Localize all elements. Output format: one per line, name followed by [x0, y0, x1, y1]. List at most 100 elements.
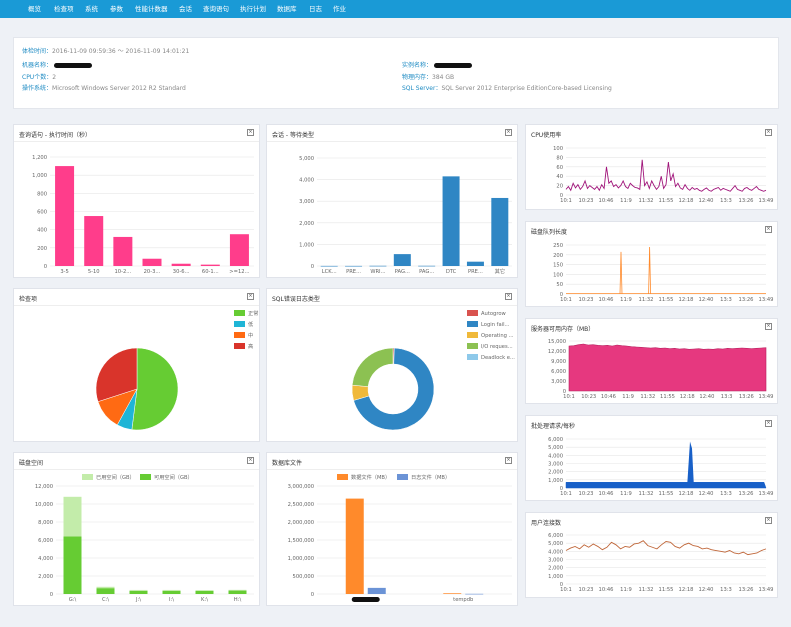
panel-title: 会话 - 等待类型: [272, 132, 314, 139]
nav-item[interactable]: 概览: [28, 5, 41, 13]
close-icon[interactable]: ×: [505, 129, 512, 136]
nav-item[interactable]: 参数: [110, 5, 123, 13]
chart-svg: 0 1,000 2,000 3,000 4,000 5,000 6,000 10:1 10:23…: [548, 437, 773, 497]
close-icon[interactable]: ×: [765, 420, 772, 427]
y-tick-label: 0: [50, 592, 53, 598]
y-tick-label: 200: [37, 246, 47, 252]
x-tick-label: PAG...: [395, 269, 411, 275]
memory-area: [568, 343, 767, 392]
legend-swatch: [234, 310, 245, 316]
legend-swatch: [467, 310, 478, 316]
x-tick-label: 12:18: [679, 587, 694, 593]
legend-swatch: [467, 321, 478, 327]
machine-name-row: 机器名称：: [22, 60, 93, 69]
bar: [345, 265, 363, 267]
bar-free-space: [228, 590, 247, 594]
close-icon[interactable]: ×: [765, 129, 772, 136]
legend-swatch: [467, 343, 478, 349]
legend-swatch: [234, 332, 245, 338]
x-tick-label: 11:55: [659, 491, 674, 497]
panel-title: SQL错误日志类型: [272, 296, 320, 303]
y-tick-label: 600: [37, 210, 47, 216]
panel-query-time: 查询语句 - 执行时间（秒） × 0 200 400 600 800 1,000 1,200 3…: [13, 124, 260, 278]
x-tick-label: J:\: [135, 597, 141, 603]
cpu-count-row: CPU个数：2: [22, 74, 57, 81]
divider: [14, 305, 259, 306]
y-tick-label: 9,000: [551, 359, 566, 365]
x-tick-label: PRE...: [346, 269, 361, 275]
y-tick-label: 1,200: [32, 155, 47, 161]
close-icon[interactable]: ×: [505, 457, 512, 464]
nav-item[interactable]: 系统: [85, 5, 98, 13]
x-tick-label: 20-3...: [144, 269, 161, 275]
bar-used-space: [228, 589, 247, 591]
x-tick-label: tempdb: [453, 597, 474, 603]
divider: [267, 469, 517, 470]
top-nav-bar: 概览 检查项 系统 参数 性能计数器 会话 查询语句 执行计划 数据库 日志 作业: [0, 0, 791, 18]
nav-item[interactable]: 会话: [179, 5, 192, 13]
sql-server-row: SQL Server：SQL Server 2012 Enterprise Ed…: [402, 85, 612, 92]
legend-swatch: [82, 474, 93, 480]
x-tick-label: 12:40: [699, 491, 714, 497]
x-tick-label: 13:3: [721, 394, 733, 400]
close-icon[interactable]: ×: [247, 293, 254, 300]
y-tick-label: 200: [553, 253, 563, 259]
chart-svg: 0 200 400 600 800 1,000 1,200 3-5 5-10 10-2... 20-…: [32, 155, 254, 275]
close-icon[interactable]: ×: [765, 226, 772, 233]
pie-slice: [95, 347, 138, 402]
y-tick-label: 5,000: [548, 541, 563, 547]
chart-svg: 0 20 40 60 80 100 10:1 10:23 10:46 11:9 11:32 11:55…: [553, 146, 773, 204]
x-tick-label: 11:32: [640, 394, 655, 400]
nav-item[interactable]: 日志: [309, 5, 322, 13]
nav-item[interactable]: 性能计数器: [135, 5, 168, 13]
legend-swatch: [140, 474, 151, 480]
nav-item[interactable]: 检查项: [54, 5, 74, 13]
x-tick-label: 3-5: [60, 269, 68, 275]
close-icon[interactable]: ×: [247, 457, 254, 464]
panel-title: 用户连接数: [531, 520, 562, 527]
x-tick-label: 10-2...: [114, 269, 131, 275]
close-icon[interactable]: ×: [765, 323, 772, 330]
close-icon[interactable]: ×: [505, 293, 512, 300]
x-tick-label: 12:18: [679, 297, 694, 303]
x-tick-label: 12:18: [679, 198, 694, 204]
y-tick-label: 0: [311, 592, 314, 598]
bar: [465, 593, 484, 595]
y-tick-label: 3,000: [551, 379, 566, 385]
x-tick-label: 12:18: [679, 491, 694, 497]
x-tick-label: 13:26: [739, 297, 754, 303]
y-tick-label: 800: [37, 191, 47, 197]
batch-spike: [687, 441, 694, 488]
y-tick-label: 1,000: [548, 574, 563, 580]
nav-item[interactable]: 执行计划: [240, 5, 266, 13]
y-tick-label: 2,000: [548, 470, 563, 476]
bar: [320, 265, 338, 267]
panel-user-connections: 用户连接数 × 0 1,000 2,000 3,000 4,000 5,000 6,000 10…: [525, 512, 778, 598]
x-tick-label: 13:26: [739, 491, 754, 497]
y-tick-label: 8,000: [38, 520, 53, 526]
panel-disk-queue: 磁盘队列长度 × 0 50 100 150 200 250 10:1 10:23 10:46 11:…: [525, 221, 778, 307]
x-tick-label: PAG...: [419, 269, 435, 275]
y-tick-label: 0: [560, 486, 563, 492]
close-icon[interactable]: ×: [765, 517, 772, 524]
x-tick-label: 13:3: [720, 491, 732, 497]
bar: [393, 254, 411, 266]
x-tick-label: 13:3: [720, 297, 732, 303]
nav-item[interactable]: 作业: [333, 5, 346, 13]
chart-svg: 0 3,000 6,000 9,000 12,000 15,000 10:1 10:23 10:…: [548, 339, 774, 400]
y-tick-label: 100: [553, 146, 563, 152]
pie-slice: [131, 347, 179, 431]
panel-disk-space: 磁盘空间 × 0 2,000 4,000 6,000 8,000 10,000 12,000 G…: [13, 452, 260, 606]
bar-used-space: [162, 589, 181, 591]
y-tick-label: 0: [44, 264, 47, 270]
panel-sql-errors: SQL错误日志类型 × Autogrow Login fail... Operatin…: [266, 288, 518, 442]
nav-item[interactable]: 数据库: [277, 5, 297, 13]
x-tick-label: 11:9: [620, 297, 632, 303]
nav-item[interactable]: 查询语句: [203, 5, 229, 13]
legend-label: 日志文件（MB）: [411, 473, 450, 481]
panel-title: 数据库文件: [272, 460, 303, 467]
y-tick-label: 0: [563, 389, 566, 395]
close-icon[interactable]: ×: [247, 129, 254, 136]
x-tick-label: PRE...: [468, 269, 483, 275]
y-tick-label: 4,000: [548, 549, 563, 555]
